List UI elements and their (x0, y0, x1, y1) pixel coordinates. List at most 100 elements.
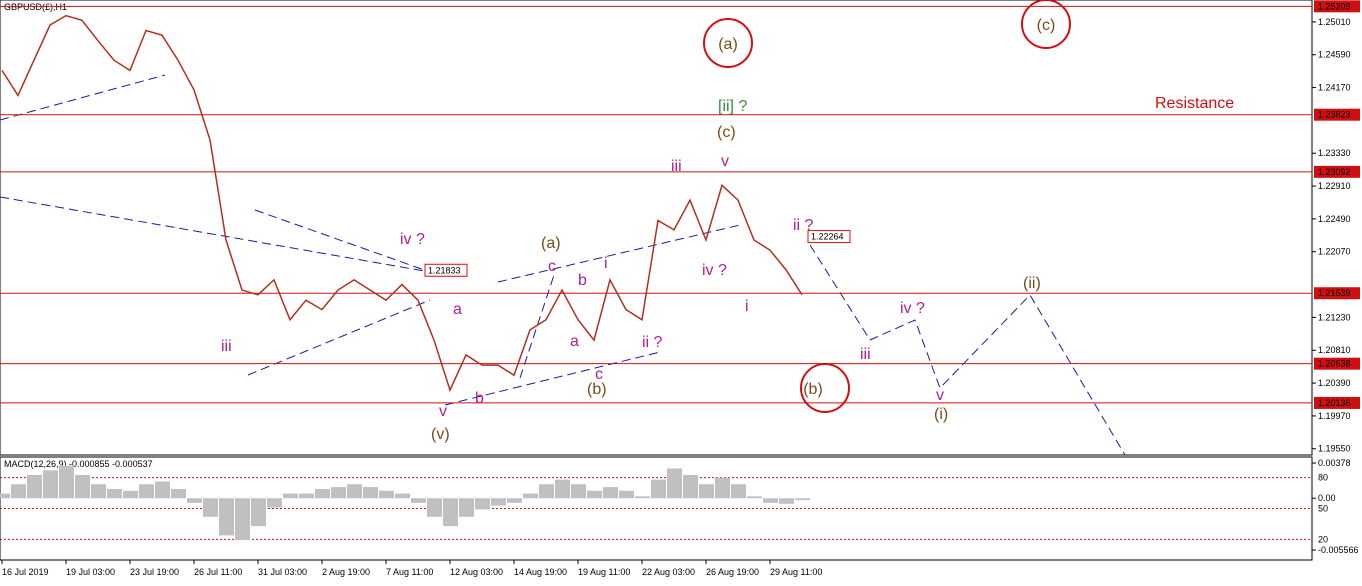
level-box (1314, 108, 1360, 121)
x-tick-label: 26 Jul 11:00 (194, 567, 242, 577)
trendlines (0, 74, 1126, 456)
macd-bar (251, 498, 266, 527)
chart-title: GBPUSD(£),H1 (4, 2, 67, 12)
level-box (1314, 165, 1360, 178)
x-tick-label: 19 Aug 11:00 (578, 567, 630, 577)
level-label: 1.23092 (1318, 167, 1351, 177)
macd-bar (603, 487, 618, 499)
macd-bar (155, 481, 170, 499)
macd-bar (619, 490, 634, 499)
y-tick-label: 1.20390 (1318, 378, 1351, 388)
y-tick-label: 1.24170 (1318, 83, 1351, 93)
y-tick-label: 1.22490 (1318, 214, 1351, 224)
wave-label: Resistance (1155, 0, 1234, 4)
macd-bar (459, 498, 474, 517)
macd-bar (139, 484, 154, 499)
macd-bar (779, 498, 794, 504)
wave-label: (a) (718, 36, 738, 53)
macd-bar (107, 488, 122, 499)
wave-label: iv ? (900, 300, 925, 317)
wave-label: (v) (431, 426, 450, 443)
price-line (1, 14, 803, 393)
macd-bar (171, 488, 186, 499)
wave-label: v (439, 403, 447, 420)
y-tick-label: 1.23330 (1318, 148, 1351, 158)
x-tick-label: 31 Jul 03:00 (258, 567, 307, 577)
macd-bar (555, 479, 570, 499)
wave-label: c (595, 366, 603, 383)
level-box (1314, 287, 1360, 300)
macd-bar (331, 487, 346, 499)
macd-label: MACD(12,26,9) -0.000855 -0.000537 (4, 459, 153, 469)
wave-label: b (578, 272, 587, 289)
macd-bar (187, 498, 202, 503)
wave-label: ii ? (642, 334, 663, 351)
wave-label: (ii) (1023, 275, 1041, 292)
macd-bar (219, 498, 234, 536)
macd-bar (267, 498, 282, 508)
x-tick-label: 23 Jul 19:00 (130, 567, 179, 577)
macd-bar (315, 488, 330, 499)
macd-bar (363, 487, 378, 499)
stoch-tick-label: 20 (1318, 534, 1328, 544)
x-tick-label: 29 Aug 11:00 (770, 567, 822, 577)
y-tick-label: 1.19550 (1318, 444, 1351, 454)
x-tick-label: 7 Aug 11:00 (386, 567, 433, 577)
macd-bar (443, 498, 458, 527)
wave-label: (c) (717, 124, 736, 141)
macd-bar (411, 498, 426, 503)
macd-bar (203, 498, 218, 517)
macd-bar (731, 484, 746, 499)
macd-bar (763, 498, 778, 503)
macd-tick-label: -0.005566 (1318, 545, 1359, 555)
macd-bar (59, 465, 74, 499)
wave-label: (b) (587, 381, 607, 398)
wave-label: (i) (934, 406, 948, 423)
macd-bar (715, 477, 730, 499)
wave-label: iii (671, 158, 682, 175)
x-tick-label: 26 Aug 19:00 (706, 567, 759, 577)
macd-bar (379, 490, 394, 499)
macd-tick-label: 0.00 (1318, 493, 1336, 503)
macd-bar (11, 484, 26, 499)
wave-label: iii (860, 346, 871, 363)
wave-label: iv ? (400, 231, 425, 248)
macd-bar (795, 498, 810, 501)
macd-bar (747, 496, 762, 499)
macd-bar (0, 493, 10, 499)
wave-label: a (570, 333, 579, 350)
y-tick-label: 1.24590 (1318, 50, 1351, 60)
macd-bar (43, 470, 58, 499)
level-box (1314, 357, 1360, 370)
macd-bar (75, 474, 90, 499)
price-mark-box (807, 230, 851, 244)
wave-label: ii ? (793, 217, 814, 234)
level-label: 1.20136 (1318, 398, 1351, 408)
macd-bar (651, 479, 666, 499)
x-tick-label: 22 Aug 03:00 (642, 567, 695, 577)
macd-bar (91, 484, 106, 499)
wave-label: i (604, 255, 608, 272)
macd-bar (571, 484, 586, 499)
macd-bar (283, 493, 298, 499)
macd-bar (587, 490, 602, 499)
level-label: 1.25209 (1318, 1, 1351, 11)
main-frame (0, 0, 1313, 456)
y-tick-label: 1.25010 (1318, 17, 1351, 27)
y-tick-label: 1.21230 (1318, 312, 1351, 322)
macd-bar (299, 493, 314, 499)
macd-bar (123, 490, 138, 499)
x-tick-label: 2 Aug 19:00 (322, 567, 370, 577)
level-label: 1.23823 (1318, 110, 1351, 120)
x-tick-label: 12 Aug 03:00 (450, 567, 503, 577)
macd-bar (683, 474, 698, 499)
macd-bar (539, 484, 554, 499)
level-label: 1.21539 (1318, 288, 1351, 298)
y-tick-label: 1.22910 (1318, 181, 1351, 191)
wave-label: iii (221, 338, 232, 355)
y-tick-label: 1.19970 (1318, 411, 1351, 421)
x-tick-label: 16 Jul 2019 (2, 567, 49, 577)
macd-bar (523, 493, 538, 499)
x-tick-label: 19 Jul 03:00 (66, 567, 115, 577)
price-mark-box (424, 263, 468, 277)
